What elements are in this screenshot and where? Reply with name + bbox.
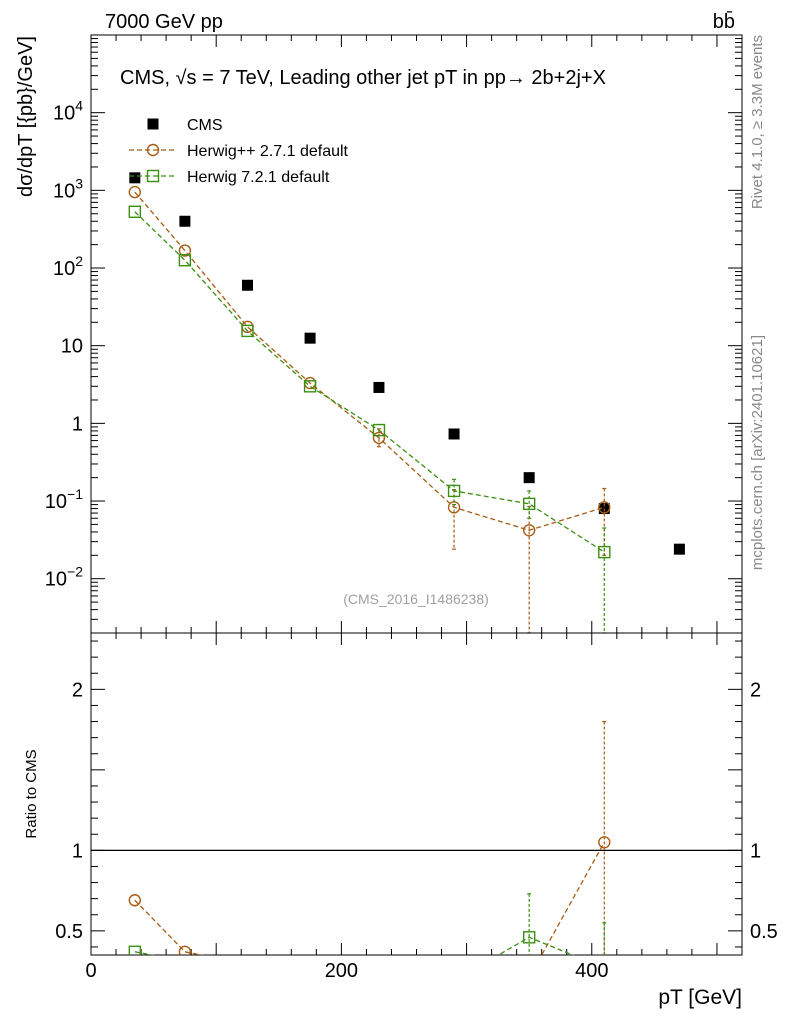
main-data-series: [128, 172, 685, 634]
ratio-clip-group: [128, 720, 611, 999]
data-point: [522, 524, 536, 537]
y-tick-label: 104: [53, 98, 83, 125]
y-tick-label: 10−1: [45, 486, 83, 513]
data-point: [598, 545, 611, 559]
ratio-data-series: [128, 720, 611, 999]
main-panel: 10−2 10−1 1 10 102 103 104 CMS, √s = 7 TeV, Le…: [15, 34, 743, 634]
data-point: [179, 215, 191, 227]
ratio-y-tick-label: 1: [72, 840, 83, 862]
data-point: [129, 172, 141, 184]
ratio-point: [373, 961, 384, 972]
ratio-point: [524, 972, 535, 983]
x-axis-label: pT [GeV]: [658, 986, 742, 1009]
series-line: [134, 191, 605, 531]
ratio-line: [134, 841, 605, 955]
ratio-frame: [90, 632, 743, 956]
data-point: [128, 185, 142, 199]
ratio-series-herwig-2-7-1-default: [128, 720, 611, 999]
series-line: [134, 211, 605, 553]
data-point: [522, 497, 536, 511]
data-point: [146, 169, 160, 183]
data-point: [598, 501, 611, 514]
data-point: [373, 381, 385, 393]
ratio-y-tick-label: 0.5: [55, 921, 83, 943]
y-tick-label: 103: [53, 175, 83, 202]
data-point: [178, 244, 192, 257]
data-point: [447, 501, 461, 514]
ratio-point: [449, 988, 460, 999]
rivet-label: Rivet 4.1.0, ≥ 3.3M events: [749, 35, 766, 209]
data-point: [447, 484, 461, 498]
main-axis-ticks: 10−2 10−1 1 10 102 103 104: [45, 34, 743, 634]
data-point: [448, 428, 460, 440]
y-tick-label: 10−2: [45, 564, 83, 591]
x-tick-label: 200: [325, 960, 358, 982]
y-tick-label: 1: [72, 413, 83, 435]
mcplots-label: mcplots.cern.ch [arXiv:2401.10621]: [749, 335, 766, 570]
series-cms: [129, 172, 685, 555]
y-axis-label: dσ/dpT [{pb}/GeV]: [15, 36, 37, 197]
y-tick-label: 10: [61, 336, 83, 358]
series-herwig-7-2-1-default: [128, 205, 611, 634]
data-point: [523, 472, 535, 484]
data-point: [146, 143, 160, 157]
ratio-y-tick-label-right: 0.5: [750, 921, 778, 943]
ratio-y-tick-label: 2: [72, 679, 83, 701]
data-point: [372, 423, 386, 437]
ratio-point: [242, 959, 253, 970]
legend-label: CMS: [187, 117, 223, 134]
ratio-point: [598, 836, 611, 849]
watermark: (CMS_2016_I1486238): [343, 591, 489, 607]
ratio-panel: 0.5 0.5 1 1 2 2 Ratio to CMS: [23, 632, 778, 999]
x-tick-label: 0: [85, 960, 96, 982]
data-point: [372, 431, 386, 445]
ratio-point: [305, 964, 316, 975]
x-tick-label: 400: [575, 960, 608, 982]
legend-label: Herwig 7.2.1 default: [187, 169, 330, 186]
process-label: bb̄: [713, 10, 735, 33]
chart-title: CMS, √s = 7 TeV, Leading other jet pT in…: [120, 67, 606, 89]
data-point: [673, 543, 685, 555]
data-point: [304, 332, 316, 344]
legend-label: Herwig++ 2.7.1 default: [187, 143, 349, 160]
y-tick-label: 102: [53, 253, 83, 280]
ratio-y-label: Ratio to CMS: [23, 749, 40, 838]
beam-label: 7000 GeV pp: [105, 11, 223, 33]
ratio-axis-ticks: 0.5 0.5 1 1 2 2: [55, 633, 778, 955]
x-tick-labels: 0 200 400: [85, 960, 608, 982]
ratio-point: [242, 964, 253, 975]
data-point: [241, 324, 254, 338]
data-point: [241, 279, 253, 291]
data-point: [178, 254, 192, 267]
series-herwig-2-7-1-default: [128, 185, 611, 634]
ratio-point: [128, 894, 142, 907]
ratio-line: [134, 936, 575, 955]
data-point: [147, 118, 159, 130]
ratio-series-herwig-7-2-1-default: [128, 893, 607, 986]
ratio-point: [305, 967, 316, 978]
ratio-point: [449, 975, 460, 986]
ratio-point: [178, 945, 192, 955]
ratio-point: [522, 931, 536, 944]
data-point: [303, 380, 317, 393]
data-point: [128, 205, 142, 218]
ratio-point: [373, 970, 384, 981]
legend: CMS Herwig++ 2.7.1 default Herwig 7.2.1 de…: [129, 117, 349, 186]
ratio-y-tick-label-right: 1: [750, 840, 761, 862]
ratio-point: [179, 956, 190, 967]
ratio-point: [128, 945, 142, 955]
ratio-y-tick-label-right: 2: [750, 679, 761, 701]
